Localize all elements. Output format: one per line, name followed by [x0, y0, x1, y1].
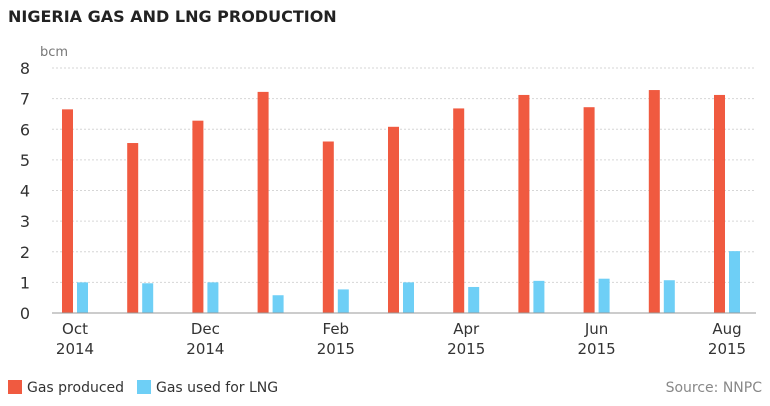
- x-tick-label-month: Feb: [323, 320, 350, 338]
- bar-gas-used-for-lng-mar-2015: [403, 282, 414, 313]
- bar-gas-produced-jun-2015: [583, 107, 595, 313]
- legend-label-gas-used-for-lng: Gas used for LNG: [156, 380, 278, 396]
- y-tick-label: 8: [20, 59, 30, 78]
- x-tick-label-month: Jun: [584, 320, 608, 338]
- y-axis-unit: bcm: [40, 45, 68, 60]
- y-tick-label: 7: [20, 90, 30, 109]
- bar-gas-produced-jul-2015: [648, 90, 660, 313]
- bar-gas-produced-mar-2015: [388, 126, 399, 313]
- x-tick-label-month: Oct: [62, 320, 88, 338]
- legend: Gas produced Gas used for LNG: [8, 380, 278, 396]
- chart-title: NIGERIA GAS AND LNG PRODUCTION: [8, 7, 337, 26]
- x-axis-ticks: Oct 2014 Dec 2014 Feb 2015 Apr 2015 Jun 2015 Aug 20…: [56, 320, 746, 358]
- bars: [62, 90, 740, 313]
- y-tick-label: 4: [20, 182, 30, 201]
- y-tick-label: 6: [20, 120, 30, 139]
- bar-gas-produced-aug-2015: [714, 94, 725, 313]
- y-tick-label: 1: [20, 273, 30, 292]
- legend-label-gas-produced: Gas produced: [27, 380, 124, 396]
- y-tick-label: 5: [20, 151, 30, 170]
- bar-gas-produced-apr-2015: [453, 108, 465, 313]
- bar-gas-used-for-lng-may-2015: [533, 280, 545, 313]
- bar-gas-used-for-lng-feb-2015: [337, 289, 349, 313]
- bar-gas-produced-nov-2014: [127, 143, 139, 313]
- bar-gas-used-for-lng-jul-2015: [663, 280, 675, 313]
- x-tick-label-year: 2014: [186, 340, 224, 358]
- y-axis-ticks: 0 1 2 3 4 5 6 7 8: [20, 59, 30, 323]
- x-tick-label-year: 2015: [447, 340, 485, 358]
- bar-gas-used-for-lng-apr-2015: [468, 286, 480, 313]
- x-tick-label-month: Aug: [712, 320, 741, 338]
- x-tick-label-year: 2015: [317, 340, 355, 358]
- x-tick-label-month: Dec: [191, 320, 220, 338]
- bar-gas-produced-dec-2014: [192, 120, 204, 313]
- bar-gas-used-for-lng-jan-2015: [272, 295, 284, 313]
- gridlines: [52, 67, 756, 283]
- bar-gas-used-for-lng-jun-2015: [598, 278, 610, 313]
- x-tick-label-year: 2014: [56, 340, 94, 358]
- legend-swatch-gas-used-for-lng: [137, 380, 151, 394]
- bar-gas-produced-jan-2015: [257, 91, 269, 313]
- y-tick-label: 0: [20, 304, 30, 323]
- legend-swatch-gas-produced: [8, 380, 22, 394]
- x-tick-label-month: Apr: [453, 320, 480, 338]
- x-tick-label-year: 2015: [578, 340, 616, 358]
- bar-gas-used-for-lng-dec-2014: [207, 282, 219, 313]
- x-tick-label-year: 2015: [708, 340, 746, 358]
- bar-gas-used-for-lng-oct-2014: [77, 282, 88, 313]
- bar-gas-used-for-lng-aug-2015: [729, 251, 740, 313]
- bar-gas-produced-feb-2015: [322, 141, 334, 313]
- bar-gas-produced-oct-2014: [62, 109, 73, 313]
- y-tick-label: 3: [20, 212, 30, 231]
- bar-gas-used-for-lng-nov-2014: [142, 283, 154, 313]
- bar-gas-produced-may-2015: [518, 94, 530, 313]
- source-note: Source: NNPC: [666, 380, 763, 396]
- y-tick-label: 2: [20, 243, 30, 262]
